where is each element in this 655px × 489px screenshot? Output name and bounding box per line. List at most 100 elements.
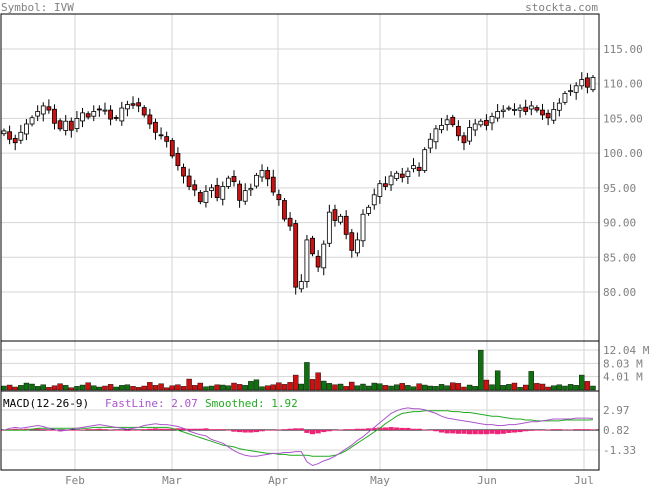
- volume-bar: [422, 384, 428, 391]
- volume-bar: [287, 382, 293, 391]
- x-tick-label: Apr: [268, 474, 288, 486]
- candle-down: [68, 120, 74, 131]
- macd-histogram-bar: [466, 430, 473, 435]
- volume-bar: [416, 383, 422, 391]
- macd-histogram-bar: [248, 430, 254, 433]
- macd-histogram-bar: [371, 427, 377, 430]
- macd-histogram-bar: [74, 430, 80, 431]
- volume-bar: [433, 386, 439, 391]
- candle-down: [237, 183, 243, 201]
- candle-up: [91, 111, 97, 117]
- volume-bar: [107, 384, 114, 391]
- volume-bar: [214, 384, 220, 391]
- volume-bar: [186, 378, 192, 391]
- macd-histogram-bar: [562, 429, 568, 431]
- macd-histogram-bar: [253, 430, 260, 433]
- labels-layer: MACD(12-26-9) FastLine: 2.07 Smoothed: 1…: [3, 397, 298, 410]
- macd-histogram-bar: [180, 428, 187, 430]
- volume-bar: [556, 384, 563, 391]
- smoothed-label: Smoothed: 1.92: [205, 397, 298, 410]
- macd-histogram-bar: [354, 428, 360, 430]
- candle-up: [411, 165, 416, 170]
- macd-histogram-bar: [192, 428, 198, 430]
- volume-bar: [169, 385, 175, 391]
- candle-up: [304, 239, 310, 282]
- volume-bar: [545, 386, 551, 391]
- candle-up: [506, 107, 512, 110]
- macd-histogram-bar: [18, 429, 24, 430]
- volume-bar: [85, 382, 91, 391]
- macd-histogram-bar: [332, 430, 338, 431]
- candle-down: [214, 184, 220, 198]
- candle-up: [225, 177, 231, 187]
- volume-bar: [242, 385, 248, 391]
- volume-bar: [388, 385, 394, 391]
- macd-histogram-bar: [337, 429, 344, 431]
- candle-up: [478, 120, 484, 126]
- macd-histogram-bar: [136, 430, 142, 431]
- volume-bar: [292, 374, 299, 391]
- candle-up: [119, 107, 125, 122]
- volume-bar: [427, 385, 434, 391]
- candle-up: [439, 124, 444, 131]
- volume-bar: [192, 385, 198, 391]
- candle-up: [394, 172, 400, 179]
- volume-bar: [220, 384, 226, 391]
- macd-histogram-bar: [528, 430, 534, 431]
- macd-histogram-bar: [584, 429, 590, 430]
- candle-up: [125, 104, 130, 110]
- candle-down: [130, 103, 136, 106]
- candle-down: [282, 200, 287, 220]
- macd-histogram-bar: [287, 428, 293, 430]
- candle-down: [136, 102, 142, 107]
- volume-bar: [337, 383, 344, 391]
- candle-down: [484, 119, 489, 126]
- candle-down: [96, 108, 102, 111]
- volume-bar: [349, 381, 355, 391]
- macd-histogram-bar: [478, 430, 484, 435]
- volume-bar: [63, 385, 69, 391]
- macd-histogram-bar: [102, 429, 108, 430]
- macd-histogram-bar: [208, 429, 215, 430]
- volume-bar: [371, 382, 377, 391]
- volume-bar: [590, 385, 596, 391]
- volume-bar: [584, 381, 591, 391]
- candle-up: [338, 215, 343, 223]
- volume-bar: [225, 385, 232, 391]
- volume-bar: [102, 385, 108, 391]
- volume-bar: [57, 383, 63, 391]
- volume-bar: [6, 384, 13, 391]
- macd-histogram-bar: [455, 430, 461, 434]
- candle-down: [175, 153, 181, 167]
- macd-histogram-bar: [309, 430, 316, 435]
- volume-bar: [579, 374, 585, 391]
- candle-up: [354, 239, 360, 254]
- macd-histogram-bar: [511, 430, 518, 433]
- volume-bar: [438, 384, 445, 391]
- candle-up: [551, 109, 557, 121]
- candle-down: [231, 176, 237, 183]
- candle-up: [422, 149, 428, 171]
- macd-histogram-bar: [517, 430, 523, 433]
- volume-bar: [23, 382, 30, 391]
- volume-bar: [40, 384, 46, 391]
- volume-bar: [500, 385, 506, 391]
- candle-up: [298, 281, 304, 290]
- macd-histogram-bar: [450, 430, 456, 434]
- volume-bar: [562, 385, 568, 391]
- candle-up: [573, 85, 579, 93]
- volume-bar: [113, 386, 119, 391]
- volume-bar: [472, 386, 478, 391]
- volume-bar: [410, 386, 417, 391]
- volume-bar: [197, 382, 204, 391]
- volume-bar: [29, 383, 35, 391]
- candle-down: [523, 106, 529, 112]
- candle-down: [85, 113, 91, 118]
- candle-down: [349, 232, 355, 251]
- price-tick-label: 115.00: [603, 43, 643, 56]
- candle-up: [427, 138, 433, 149]
- candle-down: [343, 215, 349, 235]
- macd-histogram-bar: [483, 430, 490, 435]
- macd-histogram-bar: [489, 430, 495, 434]
- candles-layer: [1, 72, 596, 295]
